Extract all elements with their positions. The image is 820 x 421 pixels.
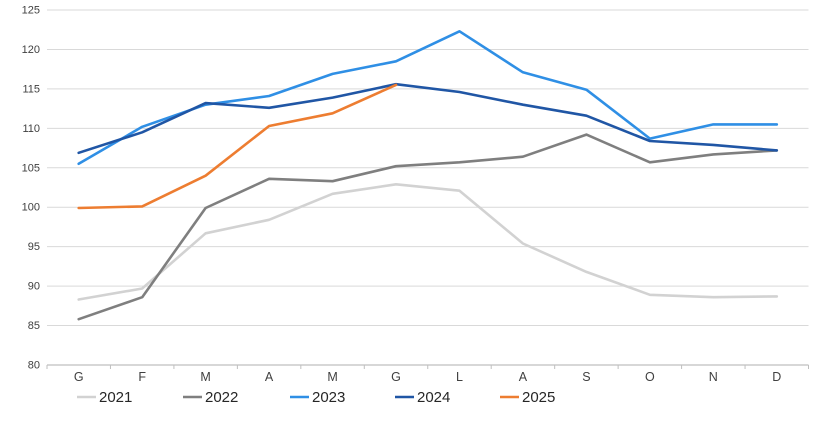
- y-axis-label: 95: [28, 241, 40, 253]
- legend-label: 2024: [417, 389, 450, 406]
- y-axis-label: 120: [22, 44, 40, 56]
- x-axis-label: A: [265, 370, 274, 384]
- y-axis-label: 90: [28, 281, 40, 293]
- series-line-2025: [77, 83, 398, 210]
- series-line-2024: [77, 82, 779, 155]
- x-axis-label: G: [391, 370, 401, 384]
- y-axis-label: 125: [22, 5, 40, 17]
- x-axis-label: M: [200, 370, 210, 384]
- legend-label: 2023: [312, 389, 345, 406]
- legend-label: 2021: [99, 389, 132, 406]
- series-line-2023: [77, 29, 779, 166]
- x-axis-label: D: [772, 370, 781, 384]
- x-axis-label: O: [645, 370, 655, 384]
- x-axis-label: F: [138, 370, 146, 384]
- x-axis-label: N: [709, 370, 718, 384]
- y-axis-label: 115: [22, 83, 40, 95]
- series-line-2021: [77, 183, 779, 301]
- legend-item-2023: 2023: [290, 389, 345, 406]
- legend-label: 2025: [522, 389, 555, 406]
- y-axis-label: 85: [28, 320, 40, 332]
- legend-item-2025: 2025: [500, 389, 555, 406]
- series-line-2022: [77, 133, 779, 321]
- legend-item-2022: 2022: [183, 389, 238, 406]
- legend-item-2024: 2024: [395, 389, 450, 406]
- x-axis-label: M: [327, 370, 337, 384]
- x-axis-label: L: [456, 370, 463, 384]
- y-axis-label: 105: [22, 162, 40, 174]
- y-axis-label: 100: [22, 202, 40, 214]
- legend-item-2021: 2021: [77, 389, 132, 406]
- y-axis-label: 80: [28, 360, 40, 372]
- y-axis-label: 110: [22, 123, 40, 135]
- x-axis-label: G: [74, 370, 84, 384]
- legend-label: 2022: [205, 389, 238, 406]
- x-axis-label: S: [582, 370, 590, 384]
- x-axis-label: A: [519, 370, 528, 384]
